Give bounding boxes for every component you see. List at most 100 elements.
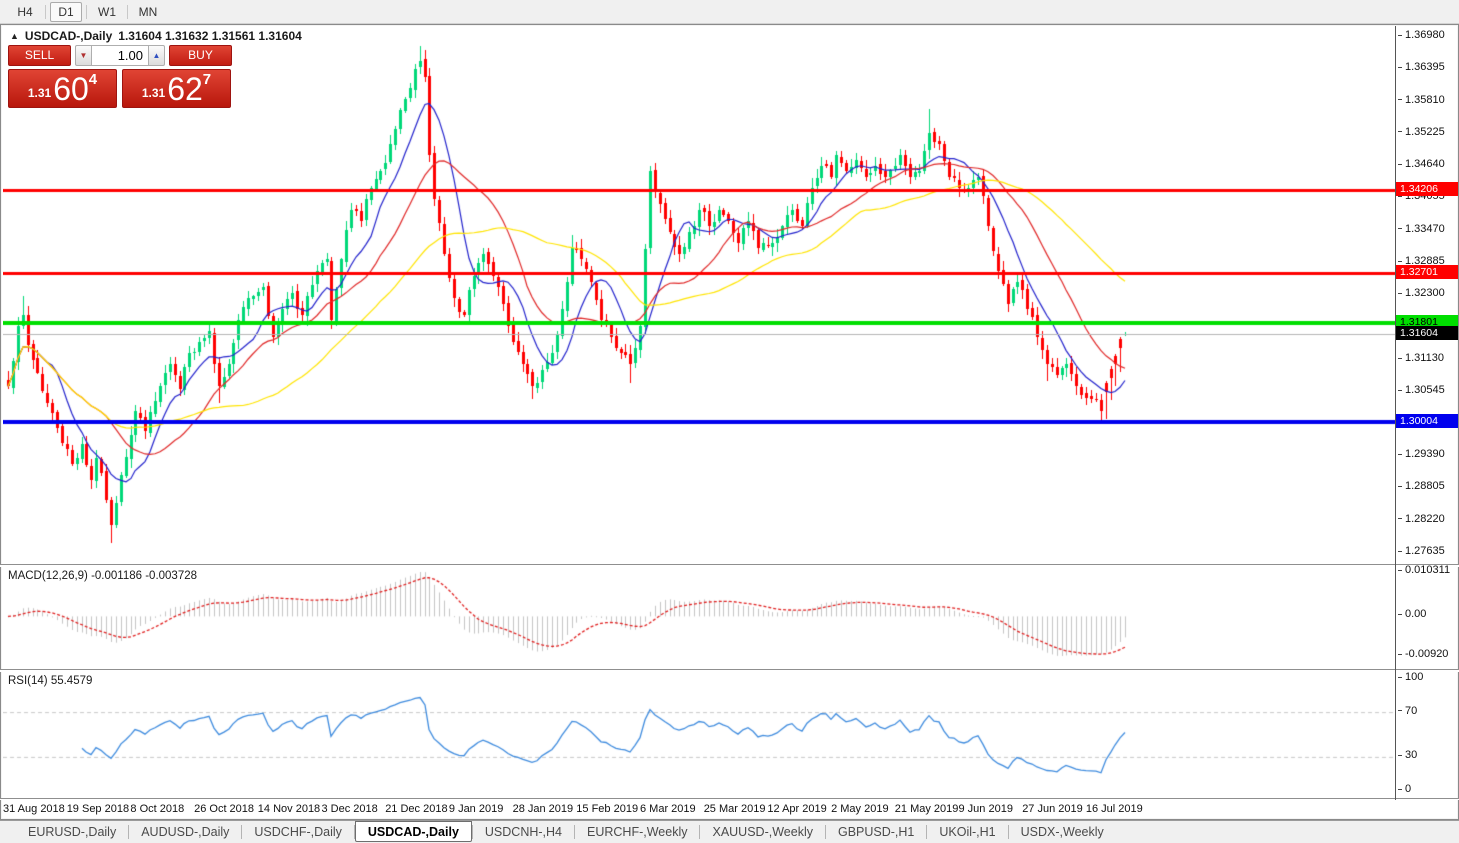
axis-tick-label: 1.36980 [1398, 29, 1445, 41]
pane-separator[interactable] [0, 669, 1459, 672]
date-tick-label: 8 Oct 2018 [130, 803, 185, 815]
date-tick-label: 15 Feb 2019 [576, 803, 639, 815]
axis-tick-label: 1.34640 [1398, 158, 1445, 170]
sell-price-sup: 4 [88, 71, 98, 88]
axis-tick-label: 30 [1398, 749, 1417, 761]
date-tick-label: 26 Oct 2018 [194, 803, 255, 815]
tab-xauusd-weekly[interactable]: XAUUSD-,Weekly [712, 825, 813, 839]
axis-tick-mark [1398, 292, 1402, 294]
axis-tick-label: 1.33470 [1398, 223, 1445, 235]
sell-price-button[interactable]: 1.31 60 4 [8, 69, 117, 108]
axis-tick-label: 100 [1398, 671, 1423, 683]
buy-price-button[interactable]: 1.31 62 7 [122, 69, 231, 108]
tab-usdx-weekly[interactable]: USDX-,Weekly [1020, 825, 1104, 839]
tab-separator [574, 825, 575, 839]
date-tick-label: 19 Sep 2018 [66, 803, 130, 815]
toolbar-separator [45, 4, 46, 19]
axis-tick-label: 70 [1398, 705, 1417, 717]
timeframe-d1-button[interactable]: D1 [50, 1, 82, 22]
axis-tick-label: 1.28220 [1398, 513, 1445, 525]
axis-tick-mark [1398, 357, 1402, 359]
axis-tick-mark [1398, 99, 1402, 101]
tab-usdcad-daily[interactable]: USDCAD-,Daily [354, 820, 472, 842]
timeframe-w1-button[interactable]: W1 [98, 4, 116, 19]
macd-indicator-label: MACD(12,26,9) -0.001186 -0.003728 [8, 570, 198, 582]
timeframe-bar: H4 D1 W1 MN [0, 0, 1459, 24]
axis-tick-mark [1398, 66, 1402, 68]
axis-tick-mark [1398, 569, 1402, 571]
date-tick-label: 14 Nov 2018 [257, 803, 321, 815]
rsi-pane-canvas[interactable] [3, 673, 1396, 799]
axis-tick-mark [1398, 754, 1402, 756]
one-click-trade-panel: SELL ▼ ▲ BUY 1.31 60 4 1.31 62 7 [8, 45, 232, 108]
macd-pane-canvas[interactable] [3, 568, 1396, 670]
date-tick-label: 21 Dec 2018 [385, 803, 448, 815]
axis-tick-mark [1398, 788, 1402, 790]
tab-usdchf-daily[interactable]: USDCHF-,Daily [254, 825, 342, 839]
axis-tick-mark [1398, 163, 1402, 165]
axis-tick-label: 1.35810 [1398, 94, 1445, 106]
date-tick-label: 12 Apr 2019 [767, 803, 827, 815]
price-pane-canvas[interactable] [3, 27, 1396, 565]
tab-gbpusd-h1[interactable]: GBPUSD-,H1 [837, 825, 915, 839]
tab-separator [699, 825, 701, 839]
axis-tick-label: 0 [1398, 783, 1411, 795]
date-tick-label: 2 May 2019 [831, 803, 889, 815]
axis-tick-mark [1398, 653, 1402, 655]
tab-separator [471, 825, 473, 839]
tab-eurchf-weekly[interactable]: EURCHF-,Weekly [587, 825, 688, 839]
tab-audusd-daily[interactable]: AUDUSD-,Daily [141, 825, 230, 839]
tab-separator [824, 825, 826, 839]
chart-ohlc-values: 1.31604 1.31632 1.31561 1.31604 [118, 29, 302, 43]
tab-usdcnh-h4[interactable]: USDCNH-,H4 [484, 825, 562, 839]
tab-eurusd-daily[interactable]: EURUSD-,Daily [28, 825, 117, 839]
volume-decrease-icon[interactable]: ▼ [75, 45, 92, 66]
axis-tick-label: 1.31130 [1398, 352, 1444, 364]
date-tick-label: 3 Dec 2018 [321, 803, 378, 815]
toolbar-separator [127, 4, 128, 19]
axis-tick-mark [1398, 485, 1402, 487]
tab-separator [128, 825, 130, 839]
buy-button[interactable]: BUY [169, 45, 232, 66]
buy-price-prefix: 1.31 [141, 86, 166, 100]
volume-input[interactable] [92, 45, 148, 66]
axis-tick-mark [1398, 710, 1402, 712]
volume-increase-icon[interactable]: ▲ [148, 45, 165, 66]
axis-tick-label: 1.36395 [1398, 61, 1445, 73]
axis-tick-mark [1398, 518, 1402, 520]
axis-tick-mark [1398, 228, 1402, 230]
date-tick-label: 6 Mar 2019 [640, 803, 696, 815]
date-tick-label: 25 Mar 2019 [703, 803, 766, 815]
axis-tick-label: 0.00 [1398, 608, 1426, 620]
date-tick-label: 9 Jun 2019 [958, 803, 1013, 815]
axis-tick-label: -0.00920 [1398, 648, 1448, 660]
axis-tick-mark [1398, 34, 1402, 36]
axis-tick-mark [1398, 676, 1402, 678]
tab-separator [241, 825, 243, 839]
tab-ukoil-h1[interactable]: UKOil-,H1 [939, 825, 996, 839]
price-axis-line [1395, 26, 1396, 800]
buy-price-sup: 7 [202, 71, 212, 88]
timeframe-h4-button[interactable]: H4 [17, 4, 33, 19]
sell-button[interactable]: SELL [8, 45, 71, 66]
date-tick-label: 16 Jul 2019 [1085, 803, 1143, 815]
trade-panel-collapse-icon[interactable]: ▲ [10, 31, 19, 41]
date-tick-label: 9 Jan 2019 [448, 803, 504, 815]
axis-tick-mark [1398, 453, 1402, 455]
axis-tick-mark [1398, 389, 1402, 391]
axis-tick-label: 1.29390 [1398, 448, 1445, 460]
pane-separator [0, 798, 1459, 800]
axis-tick-label: 1.35225 [1398, 126, 1445, 138]
date-tick-label: 21 May 2019 [894, 803, 959, 815]
date-tick-label: 27 Jun 2019 [1022, 803, 1083, 815]
price-level-tag: 1.31801 [1396, 314, 1458, 329]
price-level-tag: 1.32701 [1396, 265, 1458, 280]
timeframe-mn-button[interactable]: MN [138, 4, 158, 19]
axis-tick-label: 1.28805 [1398, 480, 1445, 492]
date-tick-label: 31 Aug 2018 [3, 803, 65, 815]
tab-separator [353, 825, 355, 839]
axis-tick-label: 0.010311 [1398, 564, 1450, 576]
pane-separator[interactable] [0, 564, 1459, 567]
tab-separator [1007, 825, 1009, 839]
tab-separator [926, 825, 928, 839]
